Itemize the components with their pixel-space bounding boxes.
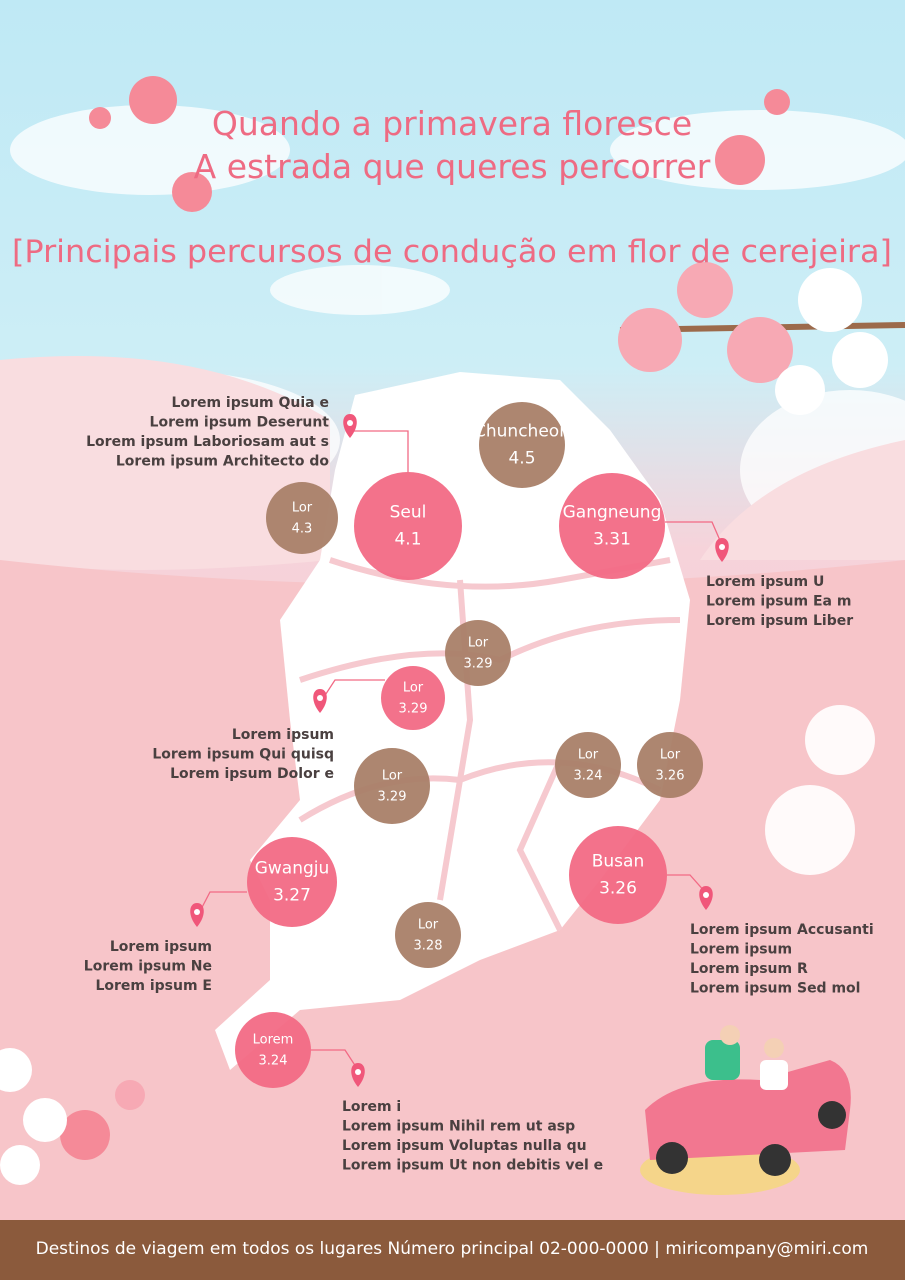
flowers xyxy=(0,76,905,1185)
bubble-label: Lor xyxy=(468,636,489,651)
bubble xyxy=(247,837,337,927)
leader-line xyxy=(350,430,409,472)
callout-line: Lorem ipsum Quia e xyxy=(172,395,329,411)
title-line: Quando a primavera floresce xyxy=(212,104,692,143)
bubble-value: 3.31 xyxy=(593,530,631,550)
bubble xyxy=(569,826,667,924)
bubble xyxy=(354,748,430,824)
bubble xyxy=(354,472,462,580)
bubble xyxy=(445,620,511,686)
bubble-value: 3.24 xyxy=(259,1053,288,1068)
callout-line: Lorem ipsum Liber xyxy=(706,613,853,629)
subtitle: [Principais percursos de condução em flo… xyxy=(12,234,892,270)
callout-line: Lorem ipsum U xyxy=(706,574,824,590)
bubble-label: Lorem xyxy=(253,1033,294,1048)
callout-line: Lorem ipsum E xyxy=(95,978,212,994)
callout-line: Lorem ipsum Dolor e xyxy=(170,766,334,782)
bubble-label: Seul xyxy=(390,503,427,523)
leader-line xyxy=(667,874,707,894)
callout-line: Lorem ipsum R xyxy=(690,961,808,977)
bubble-value: 3.29 xyxy=(378,789,407,804)
footer-bar xyxy=(0,1220,905,1280)
bubble xyxy=(479,402,565,488)
bubble-value: 3.24 xyxy=(574,768,603,783)
bubble xyxy=(559,473,665,579)
pin-dot xyxy=(317,695,323,701)
pin-dot xyxy=(347,420,353,426)
callout-line: Lorem ipsum Laboriosam aut s xyxy=(86,434,329,450)
callout-line: Lorem ipsum Ne xyxy=(84,959,212,975)
bubble-value: 3.29 xyxy=(464,656,493,671)
bubble-value: 4.5 xyxy=(508,449,535,469)
bubble-label: Lor xyxy=(578,748,599,763)
callout-line: Lorem ipsum xyxy=(110,939,212,955)
callout-line: Lorem ipsum Architecto do xyxy=(116,454,329,470)
leader-line xyxy=(665,521,723,546)
callout-line: Lorem ipsum Deserunt xyxy=(150,415,330,431)
bubble-label: Lor xyxy=(418,918,439,933)
callout-line: Lorem ipsum xyxy=(232,727,334,743)
bubble xyxy=(235,1012,311,1088)
bubble xyxy=(637,732,703,798)
bubble xyxy=(555,732,621,798)
bubble-label: Gangneung xyxy=(563,503,662,523)
footer-text: Destinos de viagem em todos os lugares N… xyxy=(36,1239,869,1259)
bubble-value: 3.26 xyxy=(599,879,637,899)
bubble-label: Lor xyxy=(382,769,403,784)
bubble-value: 3.27 xyxy=(273,886,311,906)
bubble-value: 4.3 xyxy=(292,521,313,536)
car xyxy=(640,1025,851,1195)
bubble-label: Chuncheon xyxy=(474,422,570,442)
bubble-value: 3.26 xyxy=(656,768,685,783)
bubble-label: Lor xyxy=(403,681,424,696)
callout-line: Lorem ipsum Voluptas nulla qu xyxy=(342,1138,587,1154)
hills xyxy=(0,356,905,570)
bubble xyxy=(266,482,338,554)
pin-dot xyxy=(194,909,200,915)
callout-line: Lorem ipsum Ea m xyxy=(706,594,851,610)
bubble-value: 3.28 xyxy=(414,938,443,953)
bubble xyxy=(395,902,461,968)
bubble-label: Busan xyxy=(592,852,645,872)
bubble-label: Lor xyxy=(292,501,313,516)
bubble-value: 3.29 xyxy=(399,701,428,716)
title-line: A estrada que queres percorrer xyxy=(194,147,711,186)
bubble-value: 4.1 xyxy=(394,530,421,550)
callout-line: Lorem i xyxy=(342,1099,401,1115)
bubble-label: Gwangju xyxy=(255,859,330,879)
pin-dot xyxy=(703,892,709,898)
callout-line: Lorem ipsum xyxy=(690,942,792,958)
callout-line: Lorem ipsum Sed mol xyxy=(690,981,860,997)
callout-line: Lorem ipsum Ut non debitis vel e xyxy=(342,1158,603,1174)
leader-line xyxy=(311,1049,359,1071)
callout-line: Lorem ipsum Qui quisq xyxy=(152,747,334,763)
bubble xyxy=(381,666,445,730)
callout-line: Lorem ipsum Nihil rem ut asp xyxy=(342,1119,575,1135)
pin-dot xyxy=(355,1069,361,1075)
pin-dot xyxy=(719,544,725,550)
bubble-label: Lor xyxy=(660,748,681,763)
callout-line: Lorem ipsum Accusanti xyxy=(690,922,874,938)
